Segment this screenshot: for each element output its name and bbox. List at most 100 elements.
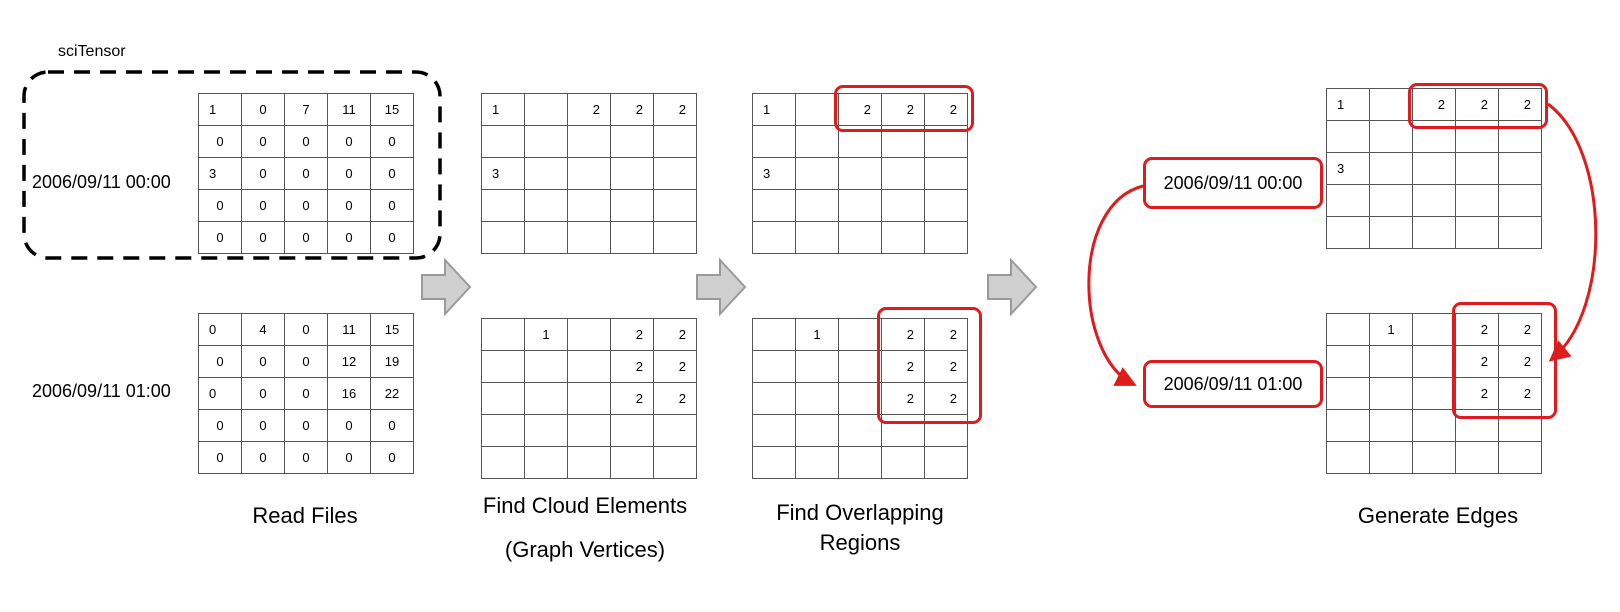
- grid-cell: 2: [653, 93, 697, 126]
- grid-cell: [567, 414, 611, 447]
- grid-cell: 0: [198, 125, 242, 158]
- grid-cell: [1412, 216, 1456, 249]
- grid-cell: [752, 221, 796, 254]
- grid-cell: 0: [241, 377, 285, 410]
- grid-cell: [881, 189, 925, 222]
- caption-find-cloud-line2: (Graph Vertices): [504, 537, 666, 562]
- grid-cell: 2: [610, 93, 654, 126]
- grid-cell: [481, 189, 525, 222]
- grid-cell: 0: [198, 409, 242, 442]
- grid-cell: [1369, 377, 1413, 410]
- grid-cell: [924, 157, 968, 190]
- grid-cell: [752, 414, 796, 447]
- grid-cell: 3: [481, 157, 525, 190]
- grid-cell: 0: [241, 221, 285, 254]
- grid-cell: [524, 382, 568, 415]
- grid-cell: [653, 414, 697, 447]
- grid-cell: 0: [198, 313, 242, 346]
- grid-cell: [1498, 216, 1542, 249]
- grid-cell: 0: [370, 157, 414, 190]
- grid-cell: [567, 350, 611, 383]
- caption-generate-edges: Generate Edges: [1357, 503, 1519, 528]
- grid-cell: [524, 93, 568, 126]
- edge-region1-to-region2-arrow: [1547, 102, 1598, 362]
- grid-cell: [610, 414, 654, 447]
- grid-cell: 0: [198, 441, 242, 474]
- grid-cell: [795, 125, 839, 158]
- grid-cell: [1369, 409, 1413, 442]
- grid-cell: 0: [284, 441, 328, 474]
- grid-cell: [838, 157, 882, 190]
- grid-cell: 11: [327, 313, 371, 346]
- grid-cell: 0: [198, 345, 242, 378]
- grid-cell: [653, 157, 697, 190]
- overlap-region-time2-highlight: [877, 307, 982, 424]
- grid-cell: [1326, 216, 1370, 249]
- grid-cell: 3: [1326, 152, 1370, 185]
- grid-cell: [881, 157, 925, 190]
- grid-cell: [567, 125, 611, 158]
- grid-cell: [1326, 120, 1370, 153]
- process-arrow-1: [421, 257, 472, 317]
- grid-cell: [1498, 441, 1542, 474]
- grid-cell: 2: [653, 382, 697, 415]
- grid-cell: [481, 221, 525, 254]
- grid-cell: [924, 189, 968, 222]
- grid-cell: 0: [284, 125, 328, 158]
- grid-cell: 0: [370, 221, 414, 254]
- grid-cell: [752, 125, 796, 158]
- grid-cell: 0: [241, 345, 285, 378]
- grid-cell: [567, 157, 611, 190]
- grid-cell: [1326, 184, 1370, 217]
- grid-cell: [1455, 184, 1499, 217]
- grid-cell: [1412, 184, 1456, 217]
- grid-cell: 1: [795, 318, 839, 351]
- grid-cell: [481, 382, 525, 415]
- grid-cell: [1412, 377, 1456, 410]
- grid-cell: [752, 382, 796, 415]
- grid-cell: [610, 189, 654, 222]
- grid-cell: [567, 446, 611, 479]
- grid-cell: 2: [610, 382, 654, 415]
- grid-cell: [924, 446, 968, 479]
- grid-cell: [481, 125, 525, 158]
- grid-cell: [752, 189, 796, 222]
- grid-cell: [653, 189, 697, 222]
- grid-cell: 0: [241, 93, 285, 126]
- grid-cell: [1369, 152, 1413, 185]
- grid-cell: [1455, 152, 1499, 185]
- grid-cell: [610, 446, 654, 479]
- grid-cell: [1326, 441, 1370, 474]
- grid-cell: [1326, 313, 1370, 346]
- process-arrow-3: [987, 257, 1038, 317]
- grid-cell: [795, 93, 839, 126]
- edges-region-time1-highlight: [1408, 83, 1548, 129]
- grid-cell: 0: [327, 409, 371, 442]
- grid-cell: [524, 350, 568, 383]
- grid-cell: [838, 414, 882, 447]
- grid-cell: [1369, 441, 1413, 474]
- grid-cell: [1369, 120, 1413, 153]
- grid-cell: 0: [198, 221, 242, 254]
- grid-cell: 0: [370, 125, 414, 158]
- caption-read-files: Read Files: [252, 503, 358, 528]
- grid-cell: [924, 221, 968, 254]
- grid-cell: [838, 446, 882, 479]
- grid-cell: 1: [198, 93, 242, 126]
- grid-cell: 0: [327, 221, 371, 254]
- grid-cell: 7: [284, 93, 328, 126]
- grid-cell: [795, 414, 839, 447]
- grid-cell: 0: [284, 345, 328, 378]
- caption-find-overlap-line2: Regions: [819, 530, 901, 555]
- grid-cell: 2: [653, 318, 697, 351]
- grid-cell: [481, 446, 525, 479]
- grid-cell: 0: [198, 189, 242, 222]
- grid-cell: 1: [1369, 313, 1413, 346]
- grid-cell: [795, 189, 839, 222]
- grid-cell: 0: [198, 377, 242, 410]
- grid-cell: [1412, 441, 1456, 474]
- edges-time1-box: 2006/09/11 00:00: [1143, 157, 1323, 209]
- grid-cell: 16: [327, 377, 371, 410]
- grid-cell: 15: [370, 93, 414, 126]
- grid-cell: [1412, 313, 1456, 346]
